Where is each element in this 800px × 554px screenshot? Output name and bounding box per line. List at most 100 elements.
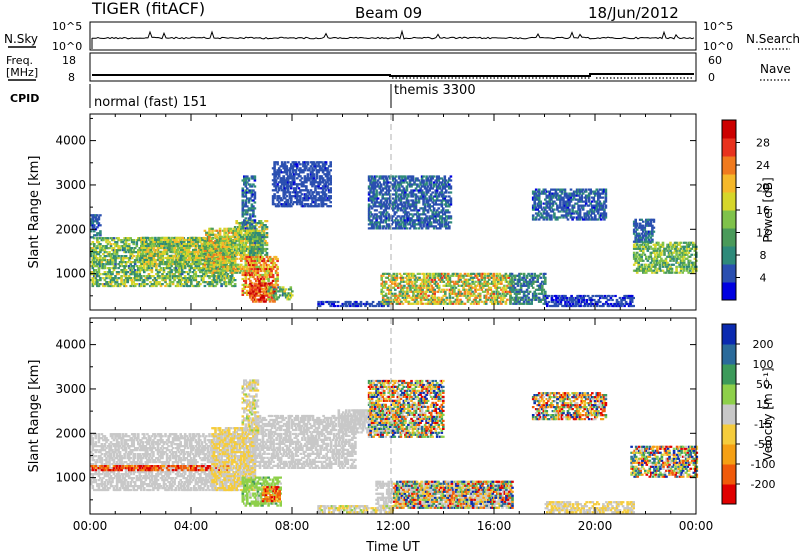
range-cell — [147, 275, 151, 278]
range-cell — [91, 216, 95, 219]
range-cell — [155, 238, 159, 241]
range-cell — [250, 265, 254, 269]
range-cell — [268, 275, 272, 279]
range-cell — [290, 195, 293, 198]
range-cell — [484, 284, 488, 287]
range-cell — [249, 225, 252, 228]
range-cell — [386, 288, 389, 291]
range-cell — [285, 173, 288, 176]
range-cell — [266, 290, 270, 293]
range-cell — [246, 253, 249, 257]
range-cell — [141, 279, 145, 282]
range-cell — [186, 248, 189, 251]
range-cell — [433, 298, 436, 301]
range-cell — [293, 201, 296, 204]
range-cell — [118, 261, 122, 264]
range-cell — [230, 269, 234, 272]
range-cell — [255, 247, 258, 251]
range-cell — [130, 269, 134, 272]
range-cell — [410, 296, 414, 299]
range-cell — [258, 249, 261, 252]
range-cell — [187, 242, 191, 245]
range-cell — [157, 254, 160, 257]
range-cell — [227, 275, 231, 278]
range-cell — [271, 291, 275, 294]
range-cell — [274, 179, 278, 182]
range-cell — [211, 279, 214, 282]
range-cell — [431, 288, 435, 291]
range-cell — [253, 241, 257, 245]
range-cell — [243, 283, 246, 286]
range-cell — [299, 199, 302, 202]
range-cell — [142, 240, 145, 243]
range-cell — [536, 276, 539, 279]
range-cell — [215, 243, 219, 246]
range-cell — [237, 239, 240, 243]
range-cell — [410, 298, 414, 301]
range-cell — [495, 274, 499, 277]
range-cell — [145, 240, 148, 243]
range-cell — [311, 199, 314, 202]
range-cell — [250, 245, 254, 249]
range-cell — [169, 240, 172, 243]
range-cell — [187, 250, 191, 253]
range-cell — [235, 237, 238, 241]
range-cell — [244, 243, 248, 246]
range-cell — [500, 278, 503, 281]
range-cell — [232, 269, 235, 272]
range-cell — [211, 245, 214, 248]
range-cell — [238, 237, 242, 241]
range-cell — [258, 243, 261, 246]
range-cell — [246, 187, 249, 190]
range-cell — [383, 294, 386, 297]
range-cell — [428, 298, 432, 301]
range-cell — [174, 275, 178, 278]
range-cell — [183, 267, 187, 270]
range-cell — [126, 237, 129, 240]
range-cell — [218, 259, 222, 262]
range-cell — [114, 281, 117, 284]
range-cell — [525, 280, 529, 283]
range-cell — [262, 232, 266, 235]
range-cell — [280, 290, 283, 293]
range-cell — [238, 234, 242, 237]
range-cell — [451, 280, 455, 283]
range-cell — [309, 177, 313, 180]
range-cell — [197, 249, 201, 252]
range-cell — [142, 246, 145, 249]
range-cell — [327, 191, 331, 194]
range-cell — [118, 284, 122, 288]
range-cell — [252, 265, 255, 269]
range-cell — [442, 300, 446, 303]
range-cell — [406, 296, 409, 299]
range-cell — [247, 273, 251, 277]
range-cell — [463, 290, 467, 293]
range-cell — [194, 265, 198, 268]
range-cell — [162, 277, 166, 280]
range-cell — [459, 302, 462, 305]
range-cell — [161, 273, 164, 276]
range-cell — [250, 263, 254, 267]
range-cell — [434, 284, 438, 287]
range-cell — [109, 284, 113, 288]
range-cell — [264, 249, 267, 253]
range-cell — [196, 283, 199, 286]
range-cell — [273, 175, 276, 178]
range-cell — [203, 241, 207, 244]
range-cell — [486, 284, 489, 287]
range-cell — [326, 199, 329, 202]
range-cell — [271, 179, 275, 182]
range-cell — [288, 181, 292, 184]
range-cell — [445, 302, 449, 305]
range-cell — [539, 300, 542, 303]
range-cell — [197, 269, 201, 272]
range-cell — [244, 230, 248, 233]
range-cell — [250, 259, 254, 263]
range-cell — [244, 211, 248, 214]
range-cell — [165, 273, 169, 276]
range-cell — [262, 237, 266, 241]
range-cell — [463, 288, 467, 291]
range-cell — [199, 262, 203, 265]
range-cell — [158, 275, 161, 278]
range-cell — [206, 261, 210, 264]
